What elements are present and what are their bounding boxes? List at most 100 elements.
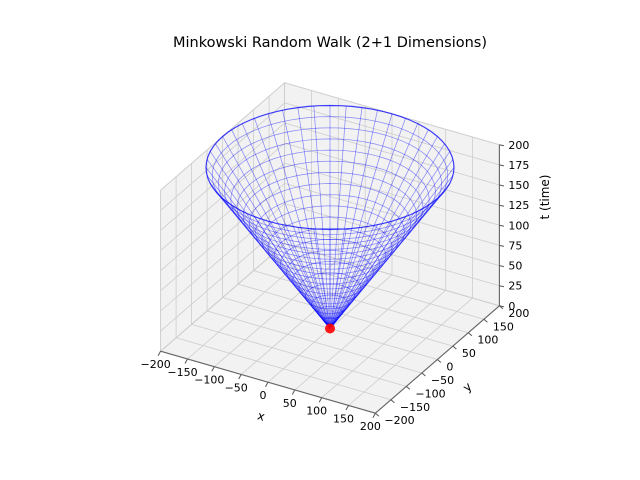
wireframe-ring <box>224 138 436 245</box>
y-tick <box>468 332 473 337</box>
wireframe-generator <box>329 204 429 329</box>
wireframe-ring <box>218 127 442 240</box>
wireframe-generator <box>329 221 393 329</box>
wireframe-generator <box>231 204 331 329</box>
y-tick-label: −100 <box>415 387 445 400</box>
wireframe-generator <box>329 159 454 329</box>
x-tick <box>211 366 215 372</box>
wireframe-generator <box>206 175 331 329</box>
wireframe-generator <box>222 136 331 329</box>
wireframe-ring <box>230 149 430 250</box>
wireframe-ring <box>317 305 343 319</box>
grid-line-z <box>284 203 500 266</box>
plot-title: Minkowski Random Walk (2+1 Dimensions) <box>173 35 487 51</box>
grid-line-z <box>284 142 500 206</box>
grid-line-y <box>206 310 423 374</box>
wireframe-generator <box>329 118 406 329</box>
z-tick-label: 100 <box>508 219 529 232</box>
wireframe-generator <box>215 143 331 329</box>
grid-line-z <box>160 243 285 352</box>
z-tick-label: 75 <box>508 239 522 252</box>
z-tick <box>499 305 505 308</box>
grid-line-z <box>284 162 500 226</box>
grid-line-z <box>160 102 285 211</box>
y-tick-label: 150 <box>493 320 514 333</box>
wireframe-generator <box>329 216 406 329</box>
wireframe-ring <box>211 116 449 235</box>
wireframe-generator <box>313 228 331 329</box>
wireframe-generator <box>329 143 445 329</box>
wireframe-ring <box>298 272 362 305</box>
x-tick-label: 0 <box>260 389 267 402</box>
wireframe-ring <box>249 183 411 265</box>
x-tick <box>157 350 162 356</box>
grid-line-z <box>160 223 285 332</box>
wireframe-generator <box>209 183 331 329</box>
wireframe-ring <box>267 216 393 280</box>
grid-line-z <box>284 122 500 186</box>
z-axis-label: t (time) <box>538 175 552 220</box>
x-tick-label: −100 <box>194 374 224 387</box>
z-tick <box>499 224 505 227</box>
x-tick <box>265 381 269 387</box>
wireframe-ring <box>261 205 399 275</box>
wireframe-rim <box>205 104 455 231</box>
grid-line-z <box>160 142 285 251</box>
wireframe-generator <box>313 105 331 329</box>
wireframe-ring <box>311 294 349 315</box>
y-tick-label: −50 <box>431 374 454 387</box>
z-tick <box>499 184 505 187</box>
x-tick-label: −200 <box>140 358 170 371</box>
grid-line-z <box>160 122 285 231</box>
wireframe-ring <box>255 194 405 270</box>
y-tick <box>406 386 411 390</box>
wireframe-ring <box>242 172 418 260</box>
grid-line-y <box>175 337 392 401</box>
wireframe-generator <box>206 159 331 329</box>
z-tick <box>499 244 505 247</box>
grid-line-y <box>191 324 407 387</box>
wireframe-generator <box>329 129 429 329</box>
x-tick <box>372 412 376 418</box>
x-tick <box>291 389 296 395</box>
y-tick-label: 200 <box>508 307 529 320</box>
x-tick <box>318 397 323 403</box>
z-tick-label: 125 <box>508 199 529 212</box>
wireframe-ring <box>292 261 368 300</box>
wireframe-generator <box>205 167 331 329</box>
wireframe-generator <box>267 221 331 329</box>
wireframe-generator <box>231 129 331 329</box>
wireframe-generator <box>329 227 363 329</box>
x-tick-label: 200 <box>360 420 381 433</box>
wireframe-ring <box>280 238 380 290</box>
wireframe-generator <box>215 190 331 329</box>
x-tick-label: 150 <box>333 413 354 426</box>
x-tick-label: 50 <box>283 397 297 410</box>
grid-line-y <box>268 256 485 320</box>
z-tick-label: 50 <box>508 260 522 273</box>
y-tick <box>437 359 442 363</box>
grid-line-z <box>284 102 500 166</box>
y-tick <box>421 372 426 377</box>
grid-line-z <box>160 183 285 292</box>
wireframe-generator <box>242 211 331 329</box>
z-tick-label: 0 <box>508 300 515 313</box>
x-tick <box>345 405 349 411</box>
wireframe-generator <box>329 175 454 329</box>
wireframe-generator <box>209 151 331 329</box>
y-tick-label: 0 <box>446 361 453 374</box>
wireframe-generator <box>329 107 363 329</box>
y-tick-label: 50 <box>462 347 476 360</box>
wireframe-generator <box>254 118 331 329</box>
wireframe-generator <box>329 211 418 329</box>
origin-marker <box>325 323 335 334</box>
y-tick <box>390 399 395 404</box>
y-tick <box>483 318 488 323</box>
z-tick <box>499 164 505 167</box>
wireframe-generator <box>329 198 438 329</box>
wireframe-generator <box>329 105 347 329</box>
wireframe-generator <box>329 190 445 329</box>
y-tick-label: 100 <box>477 334 498 347</box>
